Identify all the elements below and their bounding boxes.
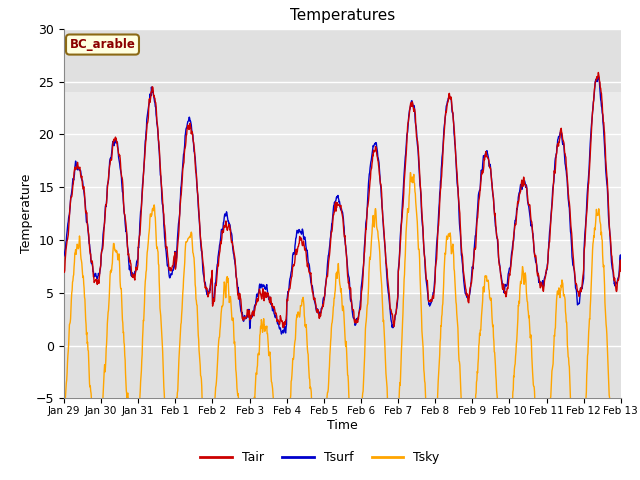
- Bar: [64, 92, 621, 293]
- Title: Temperatures: Temperatures: [290, 9, 395, 24]
- Text: BC_arable: BC_arable: [70, 38, 136, 51]
- Legend: Tair, Tsurf, Tsky: Tair, Tsurf, Tsky: [195, 446, 445, 469]
- Y-axis label: Temperature: Temperature: [20, 174, 33, 253]
- X-axis label: Time: Time: [327, 419, 358, 432]
